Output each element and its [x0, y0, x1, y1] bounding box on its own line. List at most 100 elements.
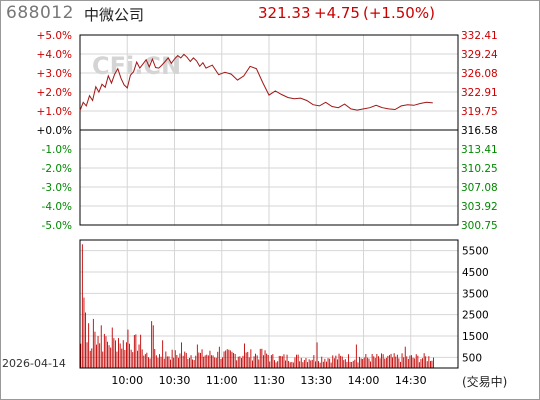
time-tick-label: 13:30: [300, 374, 332, 387]
volume-bar: [267, 355, 269, 368]
volume-bar: [297, 354, 299, 368]
volume-bar: [259, 348, 261, 368]
volume-bar: [407, 358, 409, 368]
stock-name: 中微公司: [84, 6, 145, 24]
price-axis-label: 303.92: [461, 201, 498, 213]
volume-bar: [289, 362, 291, 368]
pct-axis-label: -4.0%: [42, 201, 72, 213]
volume-bar: [165, 351, 167, 368]
volume-bar: [166, 356, 168, 368]
volume-bar: [201, 349, 203, 368]
price-line: [79, 53, 433, 111]
volume-bar: [195, 355, 197, 368]
volume-bar: [274, 360, 275, 368]
volume-bar: [237, 356, 239, 368]
volume-bar: [157, 357, 159, 368]
time-tick-label: 14:30: [395, 374, 427, 387]
volume-bar: [105, 336, 107, 368]
volume-bar: [414, 358, 416, 368]
volume-bar: [209, 350, 211, 368]
volume-bar: [275, 362, 277, 368]
volume-bar: [363, 357, 365, 368]
volume-bar: [266, 353, 268, 368]
volume-bar: [329, 358, 331, 368]
volume-bar: [277, 361, 279, 368]
volume-bar: [154, 349, 156, 368]
volume-frame: [79, 239, 459, 369]
pct-axis-label: -2.0%: [42, 163, 72, 175]
volume-bar: [365, 354, 367, 368]
volume-bar: [229, 350, 231, 368]
volume-bar: [192, 359, 193, 368]
volume-bar: [389, 355, 390, 368]
volume-bar: [401, 353, 403, 368]
volume-axis-label: 1500: [462, 331, 489, 343]
price-panel: +5.0% 332.41 +4.0% 329.24 +3.0% 326.08 +2.0% 32…: [37, 30, 499, 232]
volume-bar: [91, 348, 93, 368]
volume-bar: [326, 361, 327, 368]
volume-bar: [211, 355, 212, 368]
volume-bar: [379, 358, 381, 368]
price-axis-label: 307.08: [461, 182, 498, 194]
volume-bar: [160, 356, 162, 368]
volume-bar: [247, 351, 249, 368]
volume-bar: [406, 356, 408, 368]
volume-bar: [80, 343, 82, 368]
volume-bar: [286, 354, 288, 368]
volume-bar: [226, 349, 228, 368]
volume-bar: [418, 362, 420, 368]
volume-bar: [218, 346, 220, 368]
volume-bar: [428, 356, 430, 368]
volume-bar: [203, 356, 205, 368]
volume-bar: [430, 361, 431, 368]
volume-bar: [127, 329, 129, 368]
price-axis-label: 326.08: [461, 68, 498, 80]
volume-bar: [174, 350, 176, 368]
pct-axis-label: -5.0%: [42, 220, 72, 232]
volume-bar: [362, 359, 364, 368]
volume-bar: [420, 359, 422, 368]
volume-bar: [248, 357, 250, 368]
volume-bar: [264, 350, 266, 368]
volume-bar: [141, 349, 143, 368]
price-axis-label: 319.75: [461, 106, 498, 118]
volume-status: (交易中): [462, 375, 508, 389]
volume-bar: [163, 358, 165, 368]
volume-bar: [88, 323, 90, 368]
volume-bar: [118, 338, 119, 368]
time-tick-label: 14:00: [348, 374, 380, 387]
volume-bar: [113, 338, 115, 368]
volume-bar: [333, 358, 335, 368]
volume-bar: [433, 357, 434, 368]
volume-bar: [425, 356, 427, 368]
volume-bar: [253, 356, 255, 368]
volume-bar: [415, 354, 417, 368]
volume-bar: [137, 350, 138, 368]
volume-bar: [115, 340, 116, 368]
volume-bar: [215, 357, 217, 368]
stock-code: 688012: [6, 3, 74, 23]
volume-axis-label: 2500: [462, 310, 489, 322]
volume-bar: [411, 355, 412, 368]
volume-bar: [349, 361, 351, 368]
volume-bar: [395, 356, 397, 368]
volume-bar: [148, 357, 149, 368]
volume-bar: [138, 344, 140, 368]
volume-bar: [152, 325, 154, 368]
volume-bar: [261, 348, 263, 368]
volume-bar: [94, 331, 96, 368]
volume-bar: [189, 357, 190, 368]
pct-axis-label: +1.0%: [37, 106, 72, 118]
volume-bar: [176, 355, 178, 368]
volume-bar: [107, 341, 108, 368]
volume-bar: [360, 358, 362, 368]
volume-bar: [245, 352, 247, 368]
volume-bar: [269, 361, 271, 368]
volume-bar: [223, 351, 225, 368]
volume-bar: [151, 321, 153, 368]
volume-bar: [281, 356, 283, 368]
volume-bar: [321, 356, 323, 368]
volume-bar: [182, 355, 184, 368]
volume-bar: [417, 355, 419, 368]
price-axis-label: 310.25: [461, 163, 498, 175]
